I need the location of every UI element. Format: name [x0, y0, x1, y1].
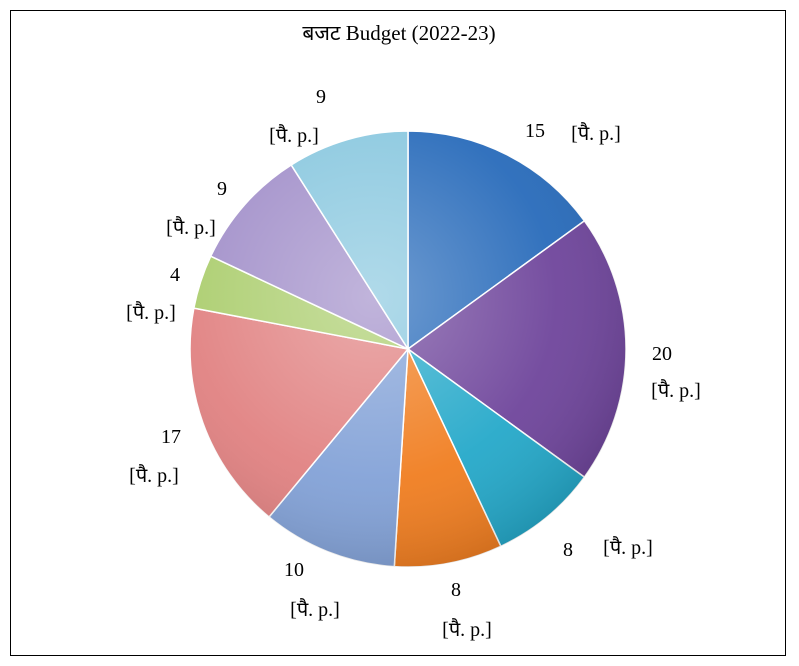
chart-title: बजट Budget (2022-23) — [302, 21, 495, 45]
slice-value-label: 10 — [284, 559, 304, 581]
pie-chart: बजट Budget (2022-23) 15 [पै. p.] 20 [पै. p.… — [126, 21, 701, 641]
slice-value-label: 17 — [161, 426, 181, 448]
slice-unit-label: [पै. p.] — [571, 122, 621, 145]
pie-labels: 15 [पै. p.] 20 [पै. p.] 8 [पै. p.] 8 [पै. p.] 10… — [126, 86, 701, 641]
slice-unit-label: [पै. p.] — [290, 598, 340, 621]
slice-unit-label: [पै. p.] — [603, 536, 653, 559]
slice-value-label: 15 — [525, 120, 545, 142]
slice-value-label: 4 — [170, 264, 180, 286]
slice-unit-label: [पै. p.] — [651, 379, 701, 402]
slice-unit-label: [पै. p.] — [269, 124, 319, 147]
slice-value-label: 8 — [563, 539, 573, 561]
slice-value-label: 20 — [652, 343, 672, 365]
slice-value-label: 9 — [316, 86, 326, 108]
slice-unit-label: [पै. p.] — [126, 301, 176, 324]
slice-value-label: 8 — [451, 579, 461, 601]
slice-unit-label: [पै. p.] — [442, 618, 492, 641]
slice-unit-label: [पै. p.] — [166, 216, 216, 239]
chart-frame: बजट Budget (2022-23) 15 [पै. p.] 20 [पै. p.… — [10, 10, 786, 656]
slice-unit-label: [पै. p.] — [129, 464, 179, 487]
pie-slices — [189, 130, 627, 568]
slice-value-label: 9 — [217, 178, 227, 200]
